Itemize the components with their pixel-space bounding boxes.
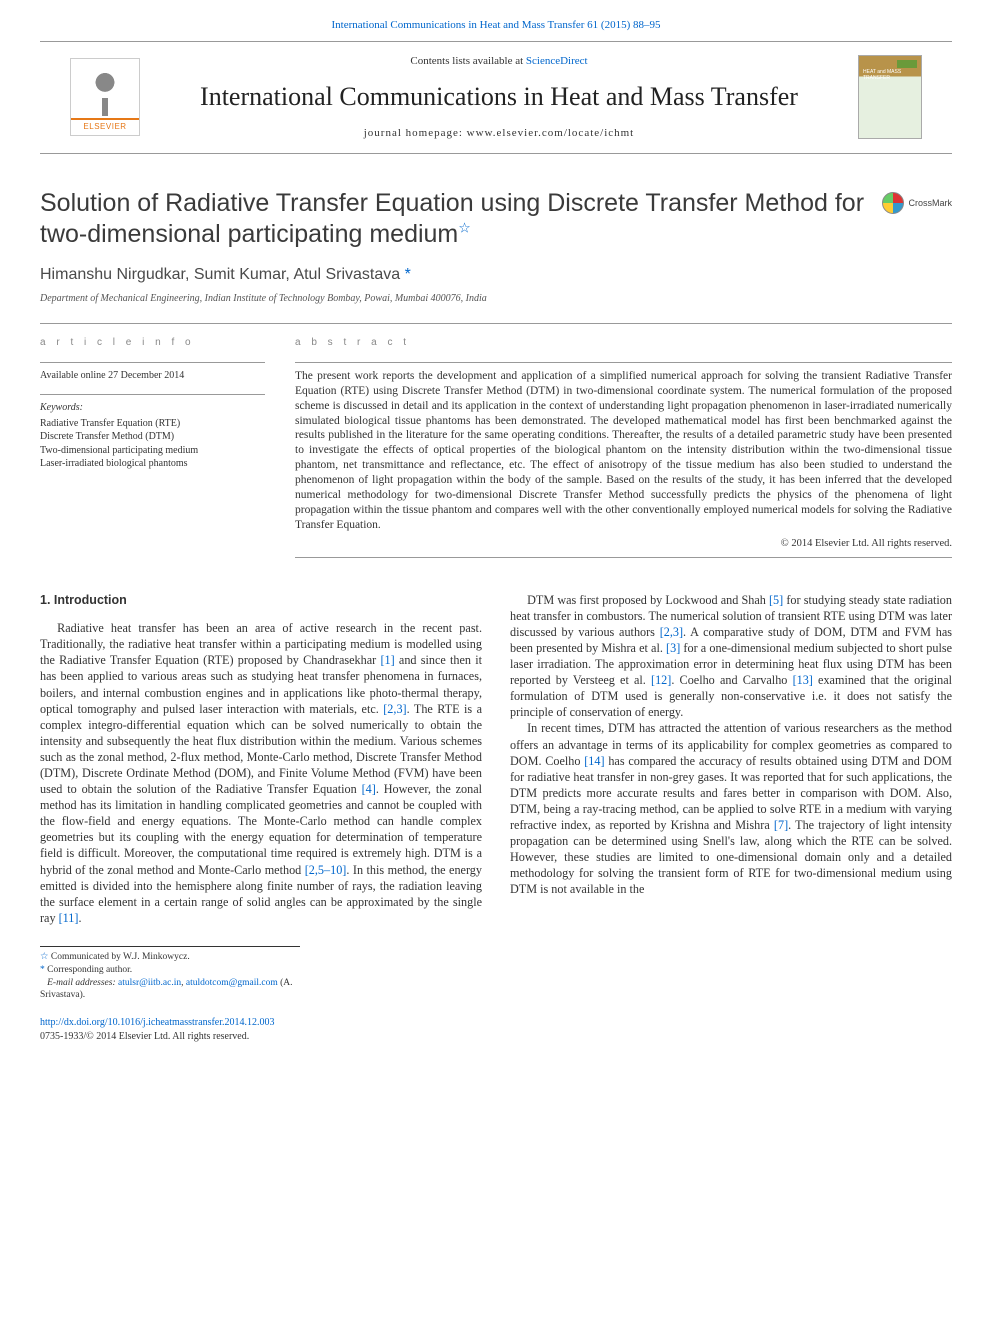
footnotes: ☆ Communicated by W.J. Minkowycz. * Corr… [40,946,300,1002]
ref-link[interactable]: [4] [362,782,376,796]
available-online: Available online 27 December 2014 [40,370,184,381]
info-abstract-row: a r t i c l e i n f o Available online 2… [40,323,952,569]
body-paragraph: DTM was first proposed by Lockwood and S… [510,592,952,721]
abstract-body: The present work reports the development… [295,370,952,531]
email-link[interactable]: atuldotcom@gmail.com [186,978,278,988]
ref-link[interactable]: [13] [793,673,813,687]
email-link[interactable]: atulsr@iitb.ac.in [118,978,181,988]
elsevier-wordmark: ELSEVIER [71,118,139,135]
section-heading-intro: 1. Introduction [40,592,482,609]
title-text: Solution of Radiative Transfer Equation … [40,189,864,248]
article-info-head: a r t i c l e i n f o [40,336,265,350]
elsevier-logo: ELSEVIER [70,58,140,136]
sciencedirect-link[interactable]: ScienceDirect [526,55,588,67]
doi-block: http://dx.doi.org/10.1016/j.icheatmasstr… [40,1016,952,1043]
journal-homepage: journal homepage: www.elsevier.com/locat… [160,126,838,141]
contents-line: Contents lists available at ScienceDirec… [160,54,838,69]
crossmark-label: CrossMark [908,197,952,209]
keyword: Laser-irradiated biological phantoms [40,457,265,471]
footnote-corresponding: * Corresponding author. [40,964,300,977]
ref-link[interactable]: [5] [769,593,783,607]
availability-block: Available online 27 December 2014 [40,362,265,389]
keywords-block: Keywords: Radiative Transfer Equation (R… [40,394,265,477]
corresponding-star[interactable]: * [405,266,411,283]
journal-name: International Communications in Heat and… [160,79,838,114]
cover-label: HEAT and MASS TRANSFER [863,70,921,81]
keyword: Two-dimensional participating medium [40,444,265,458]
ref-link[interactable]: [3] [666,641,680,655]
ref-link[interactable]: [12] [651,673,671,687]
contents-pre: Contents lists available at [410,55,525,67]
article-header: Solution of Radiative Transfer Equation … [40,172,952,306]
keyword: Discrete Transfer Method (DTM) [40,430,265,444]
authors-text: Himanshu Nirgudkar, Sumit Kumar, Atul Sr… [40,266,405,283]
ref-link[interactable]: [1] [380,653,394,667]
journal-banner: ELSEVIER Contents lists available at Sci… [40,41,952,154]
abstract-column: a b s t r a c t The present work reports… [295,324,952,569]
keyword: Radiative Transfer Equation (RTE) [40,417,265,431]
abstract-head: a b s t r a c t [295,336,952,350]
article-info-column: a r t i c l e i n f o Available online 2… [40,324,265,569]
body-paragraph: Radiative heat transfer has been an area… [40,620,482,926]
ref-link[interactable]: [14] [584,754,604,768]
author-list: Himanshu Nirgudkar, Sumit Kumar, Atul Sr… [40,264,952,286]
crossmark-widget[interactable]: CrossMark [882,188,952,214]
ref-link[interactable]: [2,5–10] [305,863,347,877]
issn-copyright: 0735-1933/© 2014 Elsevier Ltd. All right… [40,1031,249,1042]
ref-link[interactable]: [2,3] [383,702,406,716]
title-footnote-star[interactable]: ☆ [458,220,471,236]
doi-link[interactable]: http://dx.doi.org/10.1016/j.icheatmasstr… [40,1017,275,1028]
footnote-email: E-mail addresses: atulsr@iitb.ac.in, atu… [40,977,300,1003]
crossmark-icon [882,192,904,214]
abstract-copyright: © 2014 Elsevier Ltd. All rights reserved… [295,537,952,551]
citation-link[interactable]: International Communications in Heat and… [331,19,660,31]
footnote-communicated: ☆ Communicated by W.J. Minkowycz. [40,951,300,964]
abstract-text-block: The present work reports the development… [295,362,952,558]
article-title: Solution of Radiative Transfer Equation … [40,188,882,251]
ref-link[interactable]: [7] [774,818,788,832]
keywords-label: Keywords: [40,401,265,415]
affiliation: Department of Mechanical Engineering, In… [40,292,952,306]
footnote-star-icon: ☆ [40,952,49,962]
elsevier-tree-icon [83,68,127,116]
ref-link[interactable]: [11] [59,911,79,925]
body-paragraph: In recent times, DTM has attracted the a… [510,720,952,897]
journal-cover-thumb: HEAT and MASS TRANSFER [858,55,922,139]
running-header: International Communications in Heat and… [0,0,992,41]
article-body: 1. Introduction Radiative heat transfer … [40,592,952,926]
ref-link[interactable]: [2,3] [660,625,683,639]
banner-center: Contents lists available at ScienceDirec… [140,54,858,141]
